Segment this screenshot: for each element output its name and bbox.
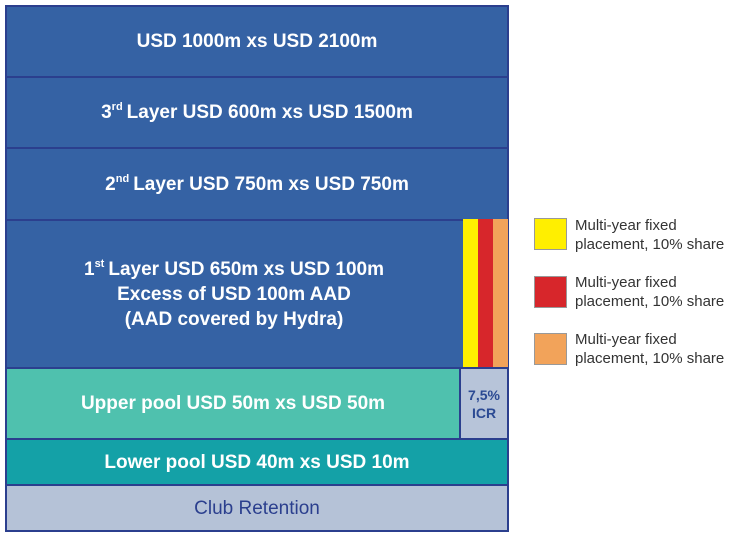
legend-swatch xyxy=(534,333,567,365)
ordinal-suffix: st xyxy=(94,257,105,270)
upper-pool: Upper pool USD 50m xs USD 50m xyxy=(5,367,461,440)
layer-1: 1st Layer USD 650m xs USD 100m Excess of … xyxy=(5,219,509,369)
layer-2: 2nd Layer USD 750m xs USD 750m xyxy=(5,147,509,221)
layer-text: 1st Layer USD 650m xs USD 100m xyxy=(84,257,384,282)
icr-text: 7,5% xyxy=(468,386,500,403)
layer-text: USD 1000m xs USD 2100m xyxy=(136,31,378,52)
ordinal: 3 xyxy=(101,102,112,123)
layer-label: Layer USD 650m xs USD 100m xyxy=(108,258,384,280)
legend-line: placement, 10% share xyxy=(575,350,725,367)
legend-line: Multi-year fixed xyxy=(575,217,677,234)
layer-text: Lower pool USD 40m xs USD 10m xyxy=(104,451,410,473)
ordinal: 2 xyxy=(105,173,116,195)
layer-text: Upper pool USD 50m xs USD 50m xyxy=(80,393,386,414)
ordinal-suffix: nd xyxy=(115,172,130,185)
icr-text: ICR xyxy=(471,404,497,421)
orange-share xyxy=(493,219,508,367)
layer-top: USD 1000m xs USD 2100m xyxy=(5,5,509,78)
lower-pool: Lower pool USD 40m xs USD 10m xyxy=(5,438,509,486)
ordinal-suffix: rd xyxy=(111,101,123,113)
layer-text: 3rd Layer USD 600m xs USD 1500m xyxy=(101,100,413,125)
legend-text: Multi-year fixed placement, 10% share xyxy=(575,216,724,254)
layer-text: Excess of USD 100m AAD xyxy=(117,283,351,305)
layer-text: Club Retention xyxy=(194,497,320,519)
red-share xyxy=(478,219,493,367)
legend-line: placement, 10% share xyxy=(575,236,725,253)
legend-swatch xyxy=(534,218,567,250)
legend-line: placement, 10% share xyxy=(575,293,725,310)
yellow-share xyxy=(463,219,478,367)
ordinal: 1 xyxy=(83,258,95,280)
legend-line: Multi-year fixed xyxy=(575,331,677,348)
icr-box: 7,5% ICR xyxy=(459,367,509,440)
layer-3: 3rd Layer USD 600m xs USD 1500m xyxy=(5,76,509,149)
layer-text: 2nd Layer USD 750m xs USD 750m xyxy=(105,172,409,197)
legend-swatch xyxy=(534,276,567,308)
club-retention: Club Retention xyxy=(5,484,509,532)
legend-text: Multi-year fixed placement, 10% share xyxy=(575,330,724,368)
layer-text: (AAD covered by Hydra) xyxy=(124,308,344,330)
layer-label: Layer USD 750m xs USD 750m xyxy=(133,173,409,195)
legend-line: Multi-year fixed xyxy=(575,274,677,291)
legend-text: Multi-year fixed placement, 10% share xyxy=(575,273,724,311)
layer-label: Layer USD 600m xs USD 1500m xyxy=(126,102,413,123)
